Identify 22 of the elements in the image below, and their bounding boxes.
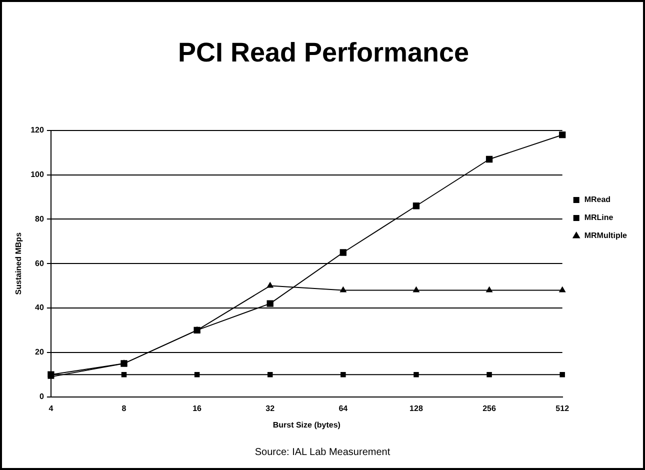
y-tick-label: 40 [35, 303, 44, 312]
legend-label: MRead [584, 195, 611, 204]
y-tick-label: 0 [39, 392, 44, 402]
x-tick-label: 32 [266, 404, 276, 413]
x-tick-label: 4 [48, 404, 54, 413]
legend-label: MRLine [584, 213, 614, 222]
y-axis-title: Sustained MBps [14, 232, 24, 295]
x-tick-label: 16 [192, 404, 202, 413]
y-tick-label: 20 [35, 348, 44, 357]
x-axis-title: Burst Size (bytes) [272, 420, 341, 430]
y-tick-label: 60 [35, 258, 44, 268]
legend-label: MRMultiple [584, 231, 628, 240]
x-tick-label: 128 [410, 404, 424, 413]
y-tick-label: 120 [30, 126, 44, 135]
x-tick-label: 512 [556, 404, 570, 413]
x-tick-label: 64 [338, 404, 348, 413]
source-note: Source: IAL Lab Measurement [254, 447, 392, 458]
y-tick-label: 80 [35, 214, 44, 224]
x-tick-label: 8 [122, 404, 127, 413]
x-tick-label: 256 [482, 404, 497, 413]
chart-title: PCI Read Performance [178, 38, 470, 68]
y-tick-label: 100 [30, 170, 44, 180]
